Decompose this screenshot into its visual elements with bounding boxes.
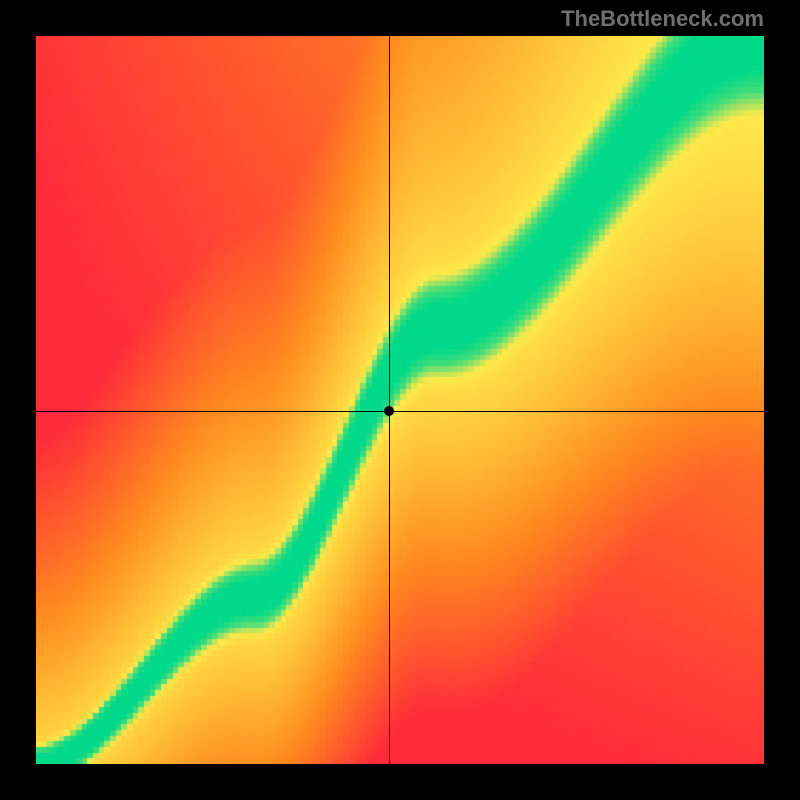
chart-container: TheBottleneck.com [0, 0, 800, 800]
watermark-text: TheBottleneck.com [561, 6, 764, 32]
heatmap-canvas [36, 36, 764, 764]
